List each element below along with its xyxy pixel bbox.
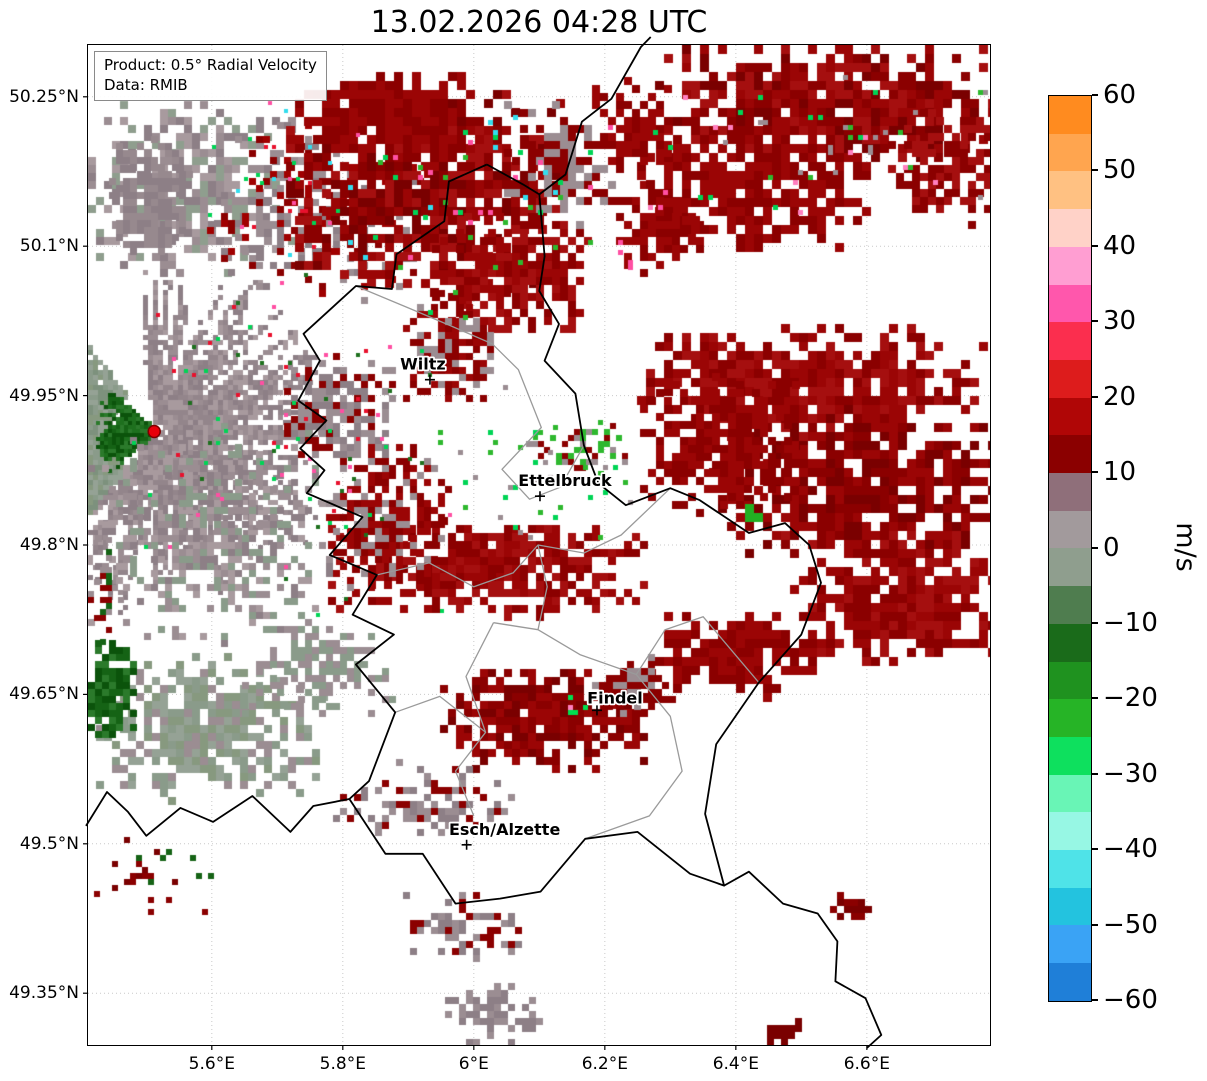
colorbar-tick-mark xyxy=(1092,395,1098,398)
city-marker xyxy=(461,839,472,850)
country-border xyxy=(297,163,822,905)
colorbar-band xyxy=(1049,586,1091,624)
plot-area: Wiltz Ettelbruck Findel Esch/Alzette Produc… xyxy=(83,36,991,1050)
x-tick-label: 6.4°E xyxy=(712,1054,759,1074)
y-tick-label: 50.25°N xyxy=(9,86,79,107)
colorbar-band xyxy=(1049,510,1091,549)
colorbar-tick-label: 50 xyxy=(1103,155,1137,186)
colorbar-tick-mark xyxy=(1092,697,1098,700)
colorbar-tick-mark xyxy=(1092,772,1098,775)
y-tick-label: 49.8°N xyxy=(19,535,79,555)
country-border xyxy=(85,791,350,837)
city-label: Ettelbruck xyxy=(518,471,612,490)
colorbar-band xyxy=(1049,359,1091,398)
colorbar-tick-label: −10 xyxy=(1103,607,1158,638)
colorbar-tick-label: −50 xyxy=(1103,909,1158,940)
radar-site-marker xyxy=(147,424,161,439)
y-tick-label: 49.5°N xyxy=(19,833,79,854)
colorbar-tick-label: 60 xyxy=(1103,80,1137,110)
colorbar-unit-label: m/s xyxy=(1170,522,1201,572)
data-source-line: Data: RMIB xyxy=(104,76,188,95)
colorbar-band xyxy=(1049,963,1091,1001)
colorbar-tick-mark xyxy=(1092,244,1098,247)
colorbar-band xyxy=(1049,548,1091,587)
x-tick-label: 5.8°E xyxy=(319,1054,366,1074)
district-border xyxy=(537,544,548,630)
colorbar-band xyxy=(1049,473,1091,511)
y-tick-label: 49.95°N xyxy=(9,385,79,406)
city-label: Wiltz xyxy=(400,355,446,374)
plot-title: 13.02.2026 04:28 UTC xyxy=(370,5,708,40)
colorbar-tick-mark xyxy=(1092,848,1098,851)
y-tick-label: 49.65°N xyxy=(9,684,79,705)
colorbar-band xyxy=(1049,284,1091,323)
product-line: Product: 0.5° Radial Velocity xyxy=(104,56,317,74)
colorbar-tick-mark xyxy=(1092,621,1098,624)
colorbar-band xyxy=(1049,96,1091,134)
city-marker xyxy=(534,491,545,502)
colorbar-band xyxy=(1049,435,1091,474)
city-marker xyxy=(424,374,435,385)
colorbar-band xyxy=(1049,699,1091,737)
x-tick-label: 6.2°E xyxy=(581,1054,628,1074)
colorbar-tick-label: 0 xyxy=(1103,532,1120,563)
colorbar-tick-mark xyxy=(1092,94,1098,96)
colorbar-band xyxy=(1049,661,1091,700)
x-tick-label: 5.6°E xyxy=(188,1054,235,1074)
city-label: Findel xyxy=(587,688,643,707)
product-info-box: Product: 0.5° Radial Velocity Data: RMIB xyxy=(94,51,327,101)
colorbar-tick-label: −40 xyxy=(1103,834,1158,865)
country-border xyxy=(538,36,652,196)
colorbar-band xyxy=(1049,812,1091,851)
colorbar-band xyxy=(1049,246,1091,285)
colorbar-tick-label: −60 xyxy=(1103,985,1158,1015)
district-border xyxy=(454,622,495,817)
colorbar-band xyxy=(1049,774,1091,813)
colorbar-tick-mark xyxy=(1092,169,1098,172)
colorbar-band xyxy=(1049,623,1091,662)
colorbar-tick-label: −30 xyxy=(1103,758,1158,789)
colorbar-tick-mark xyxy=(1092,923,1098,926)
colorbar-tick-mark xyxy=(1092,999,1098,1001)
colorbar-band xyxy=(1049,397,1091,436)
district-border xyxy=(493,622,683,840)
city-label: Esch/Alzette xyxy=(449,820,561,839)
x-tick-label: 6°E xyxy=(458,1054,489,1074)
colorbar xyxy=(1048,95,1092,1002)
colorbar-tick-label: 30 xyxy=(1103,306,1137,337)
colorbar-tick-label: 20 xyxy=(1103,381,1137,412)
city-marker xyxy=(591,705,602,716)
colorbar-band xyxy=(1049,322,1091,360)
x-tick-label: 6.6°E xyxy=(843,1054,890,1074)
colorbar-band xyxy=(1049,171,1091,210)
colorbar-tick-mark xyxy=(1092,471,1098,474)
colorbar-band xyxy=(1049,736,1091,775)
y-tick-label: 50.1°N xyxy=(19,236,79,257)
country-border xyxy=(723,870,883,1049)
colorbar-tick-mark xyxy=(1092,546,1098,549)
colorbar-band xyxy=(1049,925,1091,964)
colorbar-tick-label: 40 xyxy=(1103,230,1137,261)
colorbar-band xyxy=(1049,133,1091,172)
colorbar-band xyxy=(1049,887,1091,926)
colorbar-tick-mark xyxy=(1092,320,1098,323)
district-border xyxy=(394,695,487,733)
colorbar-band xyxy=(1049,850,1091,888)
colorbar-band xyxy=(1049,209,1091,247)
colorbar-tick-label: −20 xyxy=(1103,683,1158,714)
district-border xyxy=(635,616,760,683)
district-border xyxy=(355,285,585,500)
colorbar-tick-label: 10 xyxy=(1103,457,1137,488)
map-overlay: Wiltz Ettelbruck Findel Esch/Alzette xyxy=(83,36,883,1050)
district-border xyxy=(376,487,671,588)
y-tick-label: 49.35°N xyxy=(9,983,79,1004)
